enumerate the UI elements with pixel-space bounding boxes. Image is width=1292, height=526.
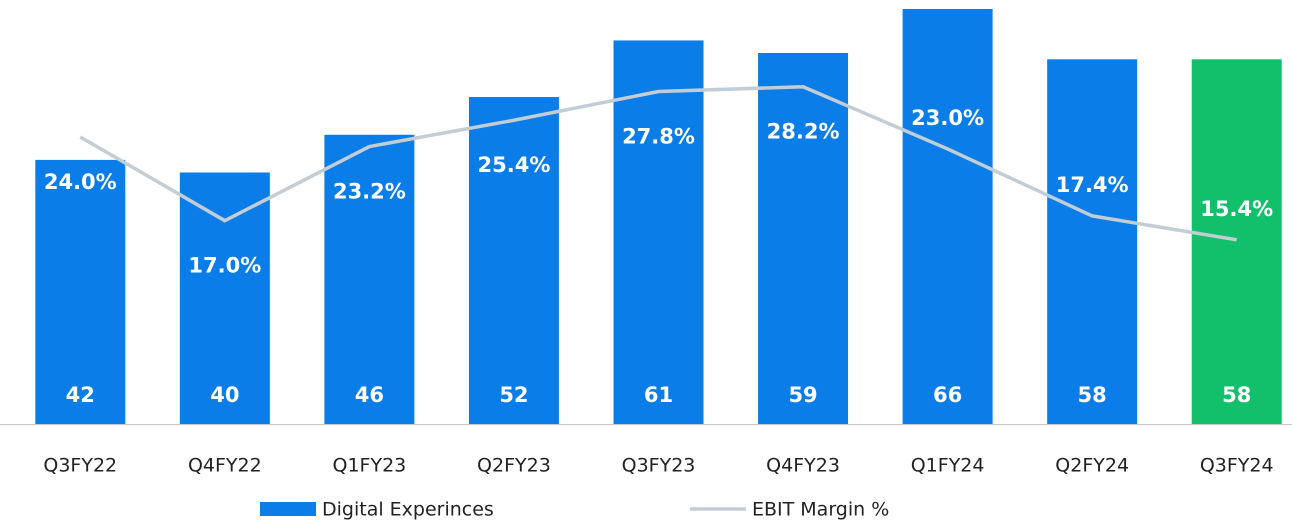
line-value-label: 15.4% <box>1200 197 1273 221</box>
legend-swatch <box>260 502 316 516</box>
bar <box>179 172 270 424</box>
line-value-label: 28.2% <box>767 120 840 144</box>
line-value-label: 23.0% <box>911 106 984 130</box>
line-value-label: 17.0% <box>188 254 261 278</box>
bar <box>902 9 993 424</box>
bar <box>1191 59 1282 424</box>
bar <box>1047 59 1138 424</box>
legend-label: EBIT Margin % <box>752 499 889 521</box>
bar-value-label: 46 <box>355 383 384 407</box>
bar <box>468 97 559 424</box>
x-tick-label: Q4FY23 <box>766 455 840 477</box>
line-series <box>79 84 1238 242</box>
line-value-label: 25.4% <box>478 153 551 177</box>
bar-value-label: 66 <box>933 383 962 407</box>
line-value-label: 24.0% <box>44 170 117 194</box>
bar <box>758 53 849 425</box>
bar <box>35 159 126 424</box>
x-tick-label: Q1FY24 <box>911 455 985 477</box>
bar-value-label: 58 <box>1078 383 1107 407</box>
x-tick-label: Q2FY24 <box>1055 455 1129 477</box>
bar-value-label: 40 <box>210 383 239 407</box>
x-tick-label: Q3FY24 <box>1200 455 1274 477</box>
x-tick-label: Q1FY23 <box>333 455 407 477</box>
bar-value-label: 58 <box>1222 383 1251 407</box>
x-tick-label: Q3FY23 <box>622 455 696 477</box>
bar-value-label: 59 <box>788 383 817 407</box>
line-value-label: 17.4% <box>1056 173 1129 197</box>
bar <box>613 40 704 424</box>
bar <box>324 134 415 424</box>
x-tick-label: Q3FY22 <box>43 455 117 477</box>
bar-value-label: 61 <box>644 383 673 407</box>
bar-value-label: 52 <box>499 383 528 407</box>
line-value-label: 23.2% <box>333 180 406 204</box>
x-tick-label: Q2FY23 <box>477 455 551 477</box>
legend-label: Digital Experinces <box>322 499 494 521</box>
x-tick-label: Q4FY22 <box>188 455 262 477</box>
bar-value-label: 42 <box>66 383 95 407</box>
line-value-label: 27.8% <box>622 125 695 149</box>
